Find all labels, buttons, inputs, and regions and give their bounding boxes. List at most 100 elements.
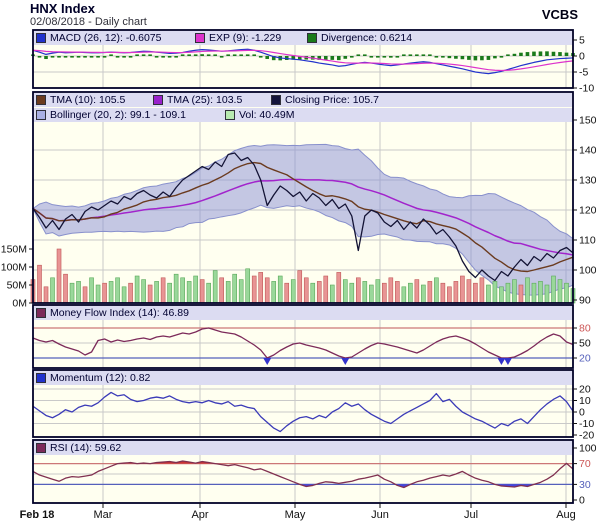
- legend-swatch-icon: [153, 95, 163, 105]
- volume-bar: [329, 284, 335, 304]
- volume-bar: [95, 284, 101, 304]
- mfi-legend-row: Money Flow Index (14): 46.89: [34, 306, 572, 320]
- series-line: [32, 460, 574, 489]
- divergence-bar: [213, 54, 217, 56]
- legend-swatch-icon: [195, 33, 205, 43]
- volume-bar: [212, 270, 218, 304]
- legend-label: EXP (9): -1.229: [209, 32, 282, 44]
- divergence-bar: [545, 51, 549, 56]
- legend-item: Money Flow Index (14): 46.89: [36, 307, 189, 319]
- y-axis-label: 90: [579, 295, 591, 307]
- legend-item: Bollinger (20, 2): 99.1 - 109.1: [36, 109, 186, 121]
- x-axis-month-label: Jul: [464, 509, 478, 521]
- volume-bar: [349, 282, 355, 304]
- divergence-bar: [187, 54, 191, 56]
- volume-bar: [232, 273, 237, 304]
- volume-bar: [421, 284, 426, 304]
- divergence-bar: [349, 56, 354, 58]
- divergence-bar: [102, 56, 107, 58]
- legend-item: Momentum (12): 0.82: [36, 372, 150, 384]
- chart-subtitle: 02/08/2018 - Daily chart: [30, 16, 147, 28]
- legend-label: Vol: 40.49M: [239, 109, 295, 121]
- divergence-bar: [499, 56, 504, 58]
- series-line: [32, 49, 574, 72]
- divergence-bar: [447, 56, 452, 59]
- volume-bar: [356, 277, 361, 304]
- volume-bar: [453, 281, 459, 304]
- volume-bar: [277, 275, 283, 304]
- volume-bar: [382, 282, 387, 304]
- divergence-bar: [122, 56, 126, 58]
- divergence-bar: [245, 54, 250, 56]
- volume-bar: [362, 281, 368, 304]
- x-axis-month-label: Aug: [556, 509, 576, 521]
- divergence-bar: [532, 51, 536, 56]
- main-legend-row: TMA (10): 105.5 TMA (25): 103.5 Closing Pr…: [34, 93, 572, 107]
- divergence-bar: [96, 56, 100, 58]
- page-title: HNX Index: [30, 1, 96, 16]
- volume-bar: [388, 277, 394, 304]
- volume-bar: [121, 286, 127, 304]
- divergence-bar: [128, 56, 133, 58]
- divergence-bar: [519, 52, 523, 56]
- y-axis-label: 110: [579, 235, 596, 247]
- divergence-bar: [317, 56, 322, 60]
- volume-bar: [102, 282, 107, 304]
- volume-bar: [518, 284, 524, 304]
- divergence-bar: [265, 56, 270, 59]
- volume-bar: [108, 281, 114, 304]
- volume-bar: [336, 272, 342, 304]
- divergence-bar: [206, 54, 211, 56]
- divergence-bar: [408, 54, 413, 56]
- divergence-bar: [389, 56, 393, 58]
- divergence-bar: [252, 54, 257, 56]
- oversold-marker: [263, 358, 272, 365]
- volume-bar: [82, 286, 88, 304]
- legend-item: Closing Price: 105.7: [271, 94, 379, 106]
- series-line: [32, 327, 574, 359]
- y-axis-label: 150: [579, 115, 597, 127]
- volume-bar: [141, 279, 146, 304]
- legend-swatch-icon: [225, 110, 235, 120]
- volume-axis-label: 50M: [7, 280, 27, 292]
- volume-bar: [186, 281, 192, 304]
- series-line: [32, 143, 574, 240]
- volume-bar: [154, 281, 159, 304]
- divergence-bar: [369, 56, 374, 58]
- divergence-bar: [297, 56, 302, 60]
- volume-bar: [375, 279, 381, 304]
- volume-bar: [564, 282, 569, 304]
- volume-bar: [251, 275, 257, 304]
- divergence-bar: [89, 56, 94, 58]
- y-axis-label: 0: [579, 495, 585, 507]
- volume-bar: [316, 281, 322, 304]
- divergence-bar: [37, 56, 42, 58]
- volume-bar: [427, 281, 433, 304]
- divergence-bar: [180, 54, 185, 56]
- volume-bar: [43, 286, 49, 304]
- divergence-bar: [63, 56, 68, 58]
- y-axis-label: 130: [579, 175, 597, 187]
- volume-axis-label: 100M: [1, 262, 27, 274]
- volume-bar: [245, 268, 250, 304]
- divergence-bar: [551, 51, 556, 56]
- y-axis-label: -10: [579, 418, 594, 430]
- volume-bar: [134, 275, 140, 304]
- divergence-bar: [167, 56, 172, 58]
- oversold-marker: [497, 358, 506, 365]
- divergence-bar: [480, 56, 484, 61]
- legend-label: Momentum (12): 0.82: [50, 372, 151, 384]
- divergence-bar: [135, 54, 139, 56]
- divergence-bar: [258, 56, 263, 58]
- divergence-bar: [473, 56, 478, 61]
- volume-bar: [37, 264, 42, 304]
- y-axis-label: 120: [579, 205, 597, 217]
- divergence-bar: [434, 56, 439, 58]
- volume-bar: [258, 272, 264, 304]
- y-axis-label: 50: [579, 338, 591, 350]
- legend-item: RSI (14): 59.62: [36, 442, 121, 454]
- volume-bar: [395, 281, 400, 304]
- volume-bar: [297, 270, 303, 304]
- legend-item: TMA (10): 105.5: [36, 94, 125, 106]
- divergence-bar: [512, 53, 517, 56]
